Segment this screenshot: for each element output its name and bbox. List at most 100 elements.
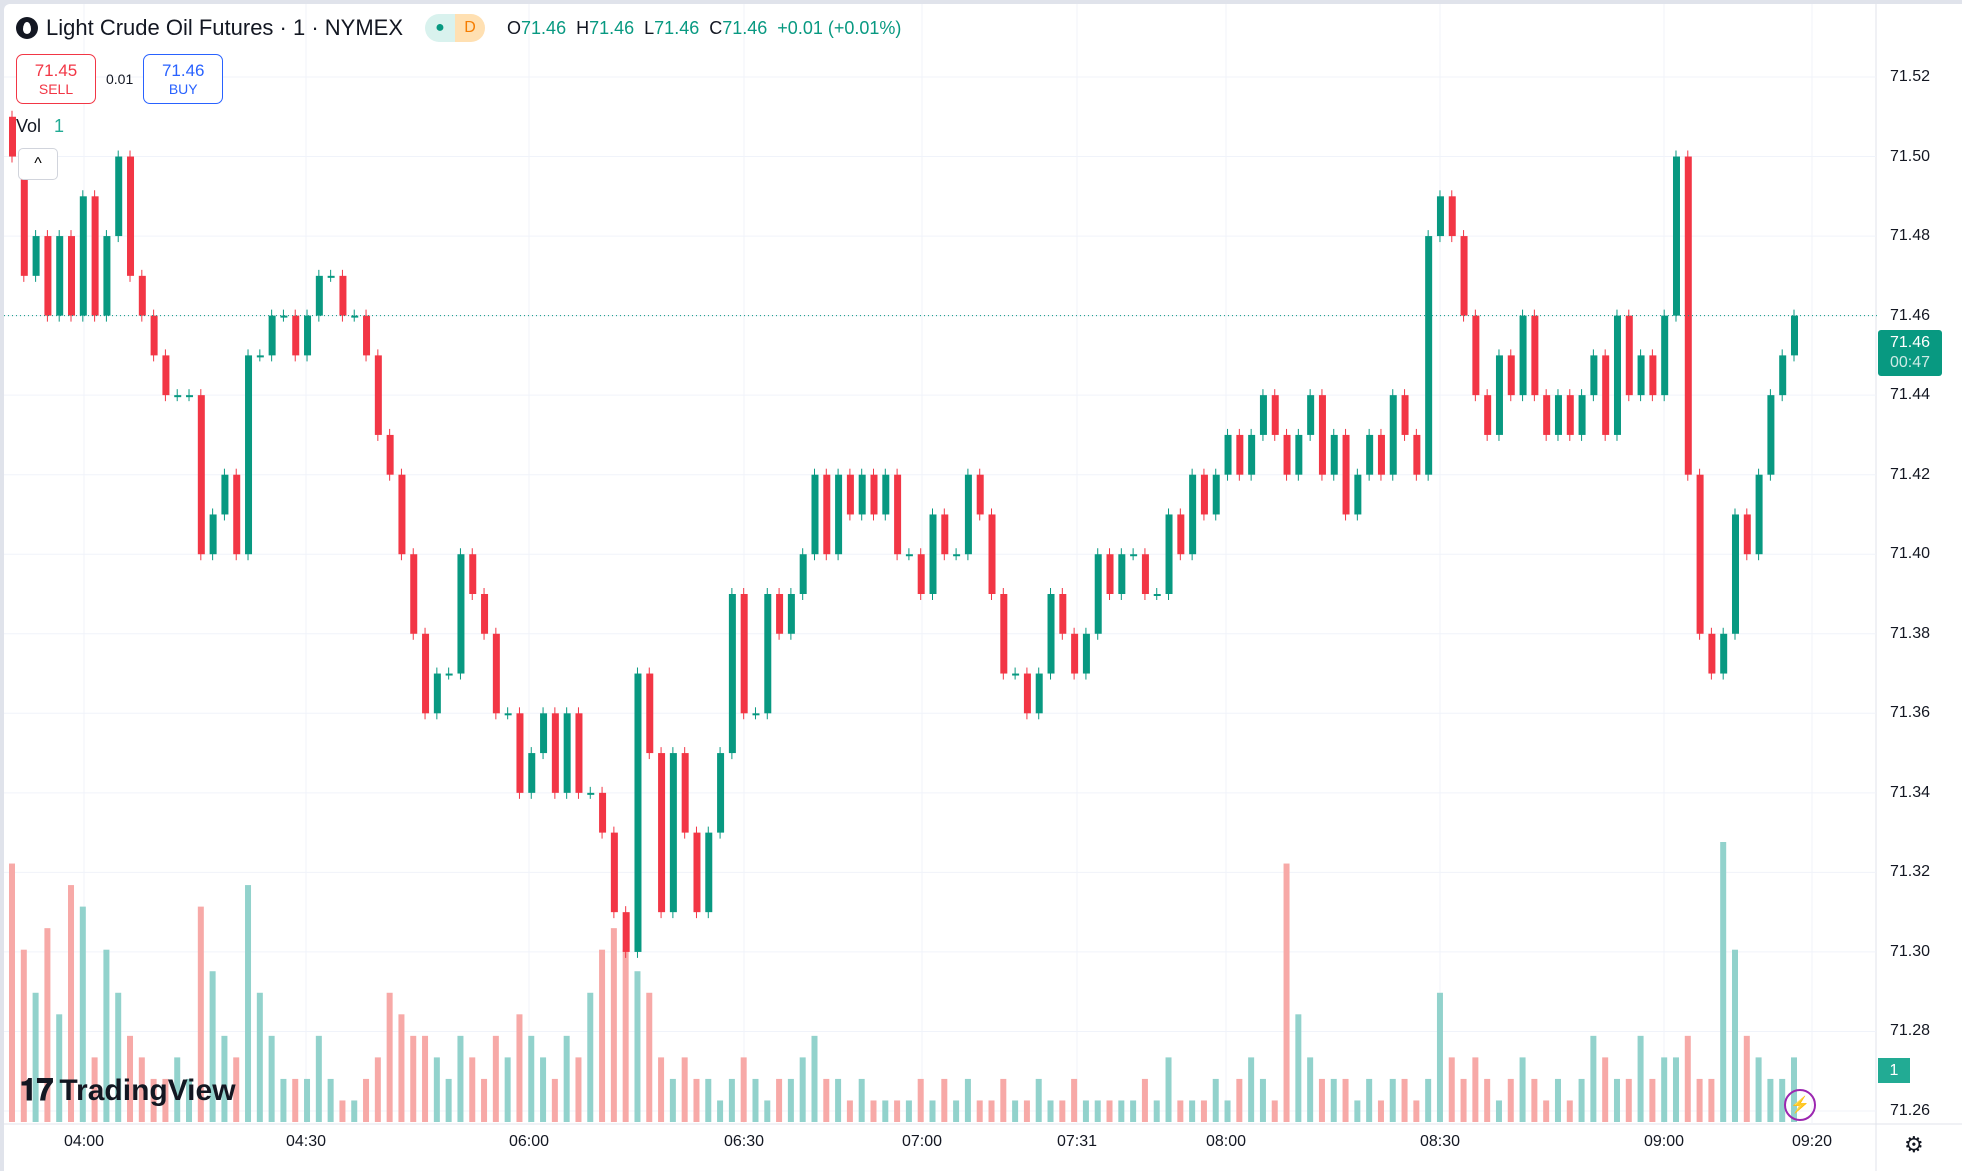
volume-bar [1000, 1078, 1007, 1122]
candle-body [1354, 474, 1362, 515]
candle-body [1743, 514, 1751, 555]
candle-body [56, 236, 64, 316]
volume-bar [846, 1100, 853, 1122]
volume-bar [1684, 1035, 1691, 1122]
volume-bar [1354, 1100, 1361, 1122]
candle-body [1153, 594, 1161, 596]
price-tick: 71.30 [1889, 942, 1930, 960]
candle-body [304, 315, 312, 356]
candle-body [504, 713, 512, 716]
lightning-icon[interactable]: ⚡ [1784, 1089, 1816, 1121]
volume-bar [823, 1078, 830, 1122]
candle-body [752, 713, 760, 716]
sell-button[interactable]: 71.45 SELL [16, 54, 96, 104]
volume-bar [551, 1078, 558, 1122]
volume-bar [1708, 1078, 1715, 1122]
candle-body [799, 554, 807, 594]
candle-body [1212, 474, 1220, 515]
volume-bar [658, 1057, 665, 1122]
candle-body [563, 713, 571, 793]
volume-bar [1389, 1078, 1396, 1122]
price-tick: 71.44 [1889, 386, 1930, 404]
candle-body [1189, 474, 1197, 555]
volume-bar [1743, 1035, 1750, 1122]
buy-button[interactable]: 71.46 BUY [143, 54, 224, 104]
time-tick: 06:00 [508, 1133, 550, 1150]
candle-body [811, 474, 819, 555]
settings-icon[interactable]: ⚙ [1904, 1132, 1924, 1157]
symbol-title[interactable]: Light Crude Oil Futures · 1 · NYMEX [46, 15, 404, 40]
volume-bar [1543, 1100, 1550, 1122]
candle-body [256, 355, 264, 358]
volume-bar [1200, 1100, 1207, 1122]
candle-body [988, 514, 996, 594]
volume-bar [622, 949, 629, 1122]
volume-bar [728, 1078, 735, 1122]
candle-body [292, 315, 300, 356]
volume-bar [740, 1057, 747, 1122]
price-tick: 71.38 [1889, 624, 1930, 642]
volume-bar [1023, 1100, 1030, 1122]
volume-bar [1401, 1078, 1408, 1122]
candle-body [280, 315, 288, 318]
volume-bar [304, 1078, 311, 1122]
volume-bar [799, 1057, 806, 1122]
candle-body [622, 912, 630, 952]
volume-bar [422, 1035, 429, 1122]
volume-bar [894, 1100, 901, 1122]
volume-bar [280, 1078, 287, 1122]
volume-bar [1094, 1100, 1101, 1122]
delayed-badge: D [455, 14, 486, 42]
volume-bar [1330, 1078, 1337, 1122]
candle-body [1330, 434, 1338, 475]
volume-bar [540, 1057, 547, 1122]
candle-body [870, 474, 878, 515]
market-open-dot-icon: ● [425, 14, 456, 42]
volume-bar [705, 1078, 712, 1122]
volume-bar [1566, 1100, 1573, 1122]
volume-bar [976, 1100, 983, 1122]
candle-body [1248, 434, 1256, 475]
candle-body [1637, 355, 1645, 396]
candle-body [315, 275, 323, 316]
candle-body [68, 236, 76, 316]
volume-bar [1165, 1057, 1172, 1122]
volume-bar [186, 1078, 193, 1122]
volume-bar [1519, 1057, 1526, 1122]
candle-body [1224, 434, 1232, 475]
volume-bar [1295, 1014, 1302, 1122]
candle-body [540, 713, 548, 754]
price-tick: 71.36 [1889, 704, 1930, 722]
candle-body [422, 633, 430, 714]
volume-bar [764, 1100, 771, 1122]
volume-legend[interactable]: Vol 1 [16, 116, 65, 136]
price-tick: 71.34 [1889, 783, 1930, 801]
candle-body [1578, 395, 1586, 435]
candle-body [20, 156, 28, 276]
spread: 0.01 [106, 71, 134, 87]
candle-body [1047, 594, 1055, 674]
volume-bar [162, 1078, 169, 1122]
price-tick: 71.32 [1889, 863, 1930, 881]
volume-bar [1377, 1100, 1384, 1122]
price-tick: 71.42 [1889, 465, 1930, 483]
candle-body [634, 673, 642, 952]
volume-bar [1189, 1100, 1196, 1122]
candle-body [1106, 554, 1114, 594]
market-status-pill[interactable]: ● D [425, 14, 486, 42]
volume-bar [953, 1100, 960, 1122]
volume-bar [410, 1035, 417, 1122]
volume-bar [1212, 1078, 1219, 1122]
volume-bar [858, 1078, 865, 1122]
volume-bar [457, 1035, 464, 1122]
price-tick: 71.46 [1889, 306, 1930, 324]
tradingview-logo[interactable]: 𝟏𝟕 TradingView [20, 1074, 236, 1107]
volume-bar [1307, 1057, 1314, 1122]
candle-body [1484, 395, 1492, 435]
candle-body [1035, 673, 1043, 714]
candle-body [186, 395, 194, 398]
collapse-chevron-up-icon[interactable]: ^ [18, 148, 58, 180]
volume-bar [386, 992, 393, 1122]
candle-body [575, 713, 583, 793]
